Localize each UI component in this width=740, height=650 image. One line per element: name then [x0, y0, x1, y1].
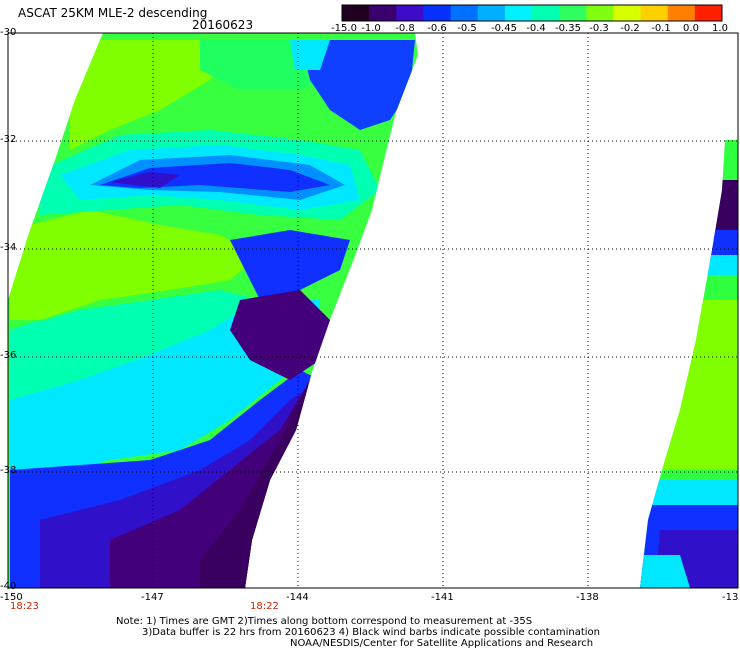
lon-label: -138: [576, 592, 599, 603]
swath-band-indigo: [110, 172, 180, 188]
lon-label: -144: [286, 592, 309, 603]
colorbar-segment: [450, 5, 479, 21]
map-title: ASCAT 25KM MLE-2 descending: [18, 6, 208, 20]
colorbar-tick-label: -0.8: [395, 23, 415, 34]
time-label: 18:22: [250, 601, 279, 612]
right-swath: [640, 140, 738, 588]
swath-band-yellowgreen: [70, 40, 230, 150]
colorbar-segment: [477, 5, 506, 21]
colorbar-segment: [667, 5, 696, 21]
gridlines: [8, 33, 738, 588]
colorbar-segment: [504, 5, 533, 21]
swath2-top-cyan: [702, 255, 738, 275]
colorbar-segment: [694, 5, 723, 21]
colorbar-segment: [640, 5, 669, 21]
colorbar-segment: [369, 5, 397, 21]
footer-note-3: NOAA/NESDIS/Center for Satellite Applica…: [290, 638, 594, 649]
time-label: 18:23: [10, 601, 39, 612]
swath2-top-blue: [708, 230, 738, 260]
colorbar-tick-label: -0.1: [651, 23, 671, 34]
swath-band-deep-purple: [200, 320, 330, 588]
colorbar-tick-label: -0.45: [491, 23, 517, 34]
colorbar-tick-label: -15.0: [331, 23, 357, 34]
swath-band-cyan-left: [10, 320, 60, 390]
colorbar-tick-label: -1.0: [361, 23, 381, 34]
colorbar-segment: [396, 5, 424, 21]
colorbar-tick-label: -0.6: [427, 23, 447, 34]
lat-label: -30: [0, 27, 17, 38]
colorbar-tick-label: -0.35: [555, 23, 581, 34]
colorbar-tick-label: -0.3: [589, 23, 609, 34]
lat-label: -34: [0, 242, 17, 253]
map-frame: [7, 32, 739, 589]
lat-label: -40: [0, 581, 17, 592]
colorbar-segment: [342, 5, 370, 21]
swath2-yellowgreen: [660, 300, 738, 470]
footer-note-2: 3)Data buffer is 22 hrs from 20160623 4)…: [142, 627, 600, 638]
colorbar-tick-label: -0.4: [526, 23, 546, 34]
left-swath: [8, 33, 418, 588]
lat-label: -38: [0, 465, 17, 476]
swath-band-yellowgreen-2: [10, 210, 260, 320]
colorbar-segment: [532, 5, 560, 21]
colorbar-border: [341, 4, 723, 22]
lon-label: -13: [722, 592, 739, 603]
lon-label: -141: [431, 592, 454, 603]
swath2-cyan-bottom: [640, 555, 690, 588]
lat-label: -36: [0, 350, 17, 361]
colorbar-tick-label: 0.0: [683, 23, 699, 34]
lat-label: -32: [0, 134, 17, 145]
colorbar-tick-label: -0.2: [620, 23, 640, 34]
swath-band-blue-mid: [230, 230, 350, 300]
colorbar-segment: [613, 5, 642, 21]
colorbar-segment: [586, 5, 614, 21]
footer-note-1: Note: 1) Times are GMT 2)Times along bot…: [116, 616, 533, 627]
colorbar: [341, 4, 723, 22]
colorbar-segment: [559, 5, 587, 21]
map-date: 20160623: [192, 18, 254, 32]
colorbar-segment: [423, 5, 452, 21]
colorbar-tick-label: -0.5: [457, 23, 477, 34]
lon-label: -147: [141, 592, 164, 603]
swath-band-top-right-blue: [300, 40, 415, 130]
lon-label: -150: [0, 592, 23, 603]
colorbar-tick-label: 1.0: [712, 23, 728, 34]
swath-band-top-right-cyan: [290, 40, 330, 70]
